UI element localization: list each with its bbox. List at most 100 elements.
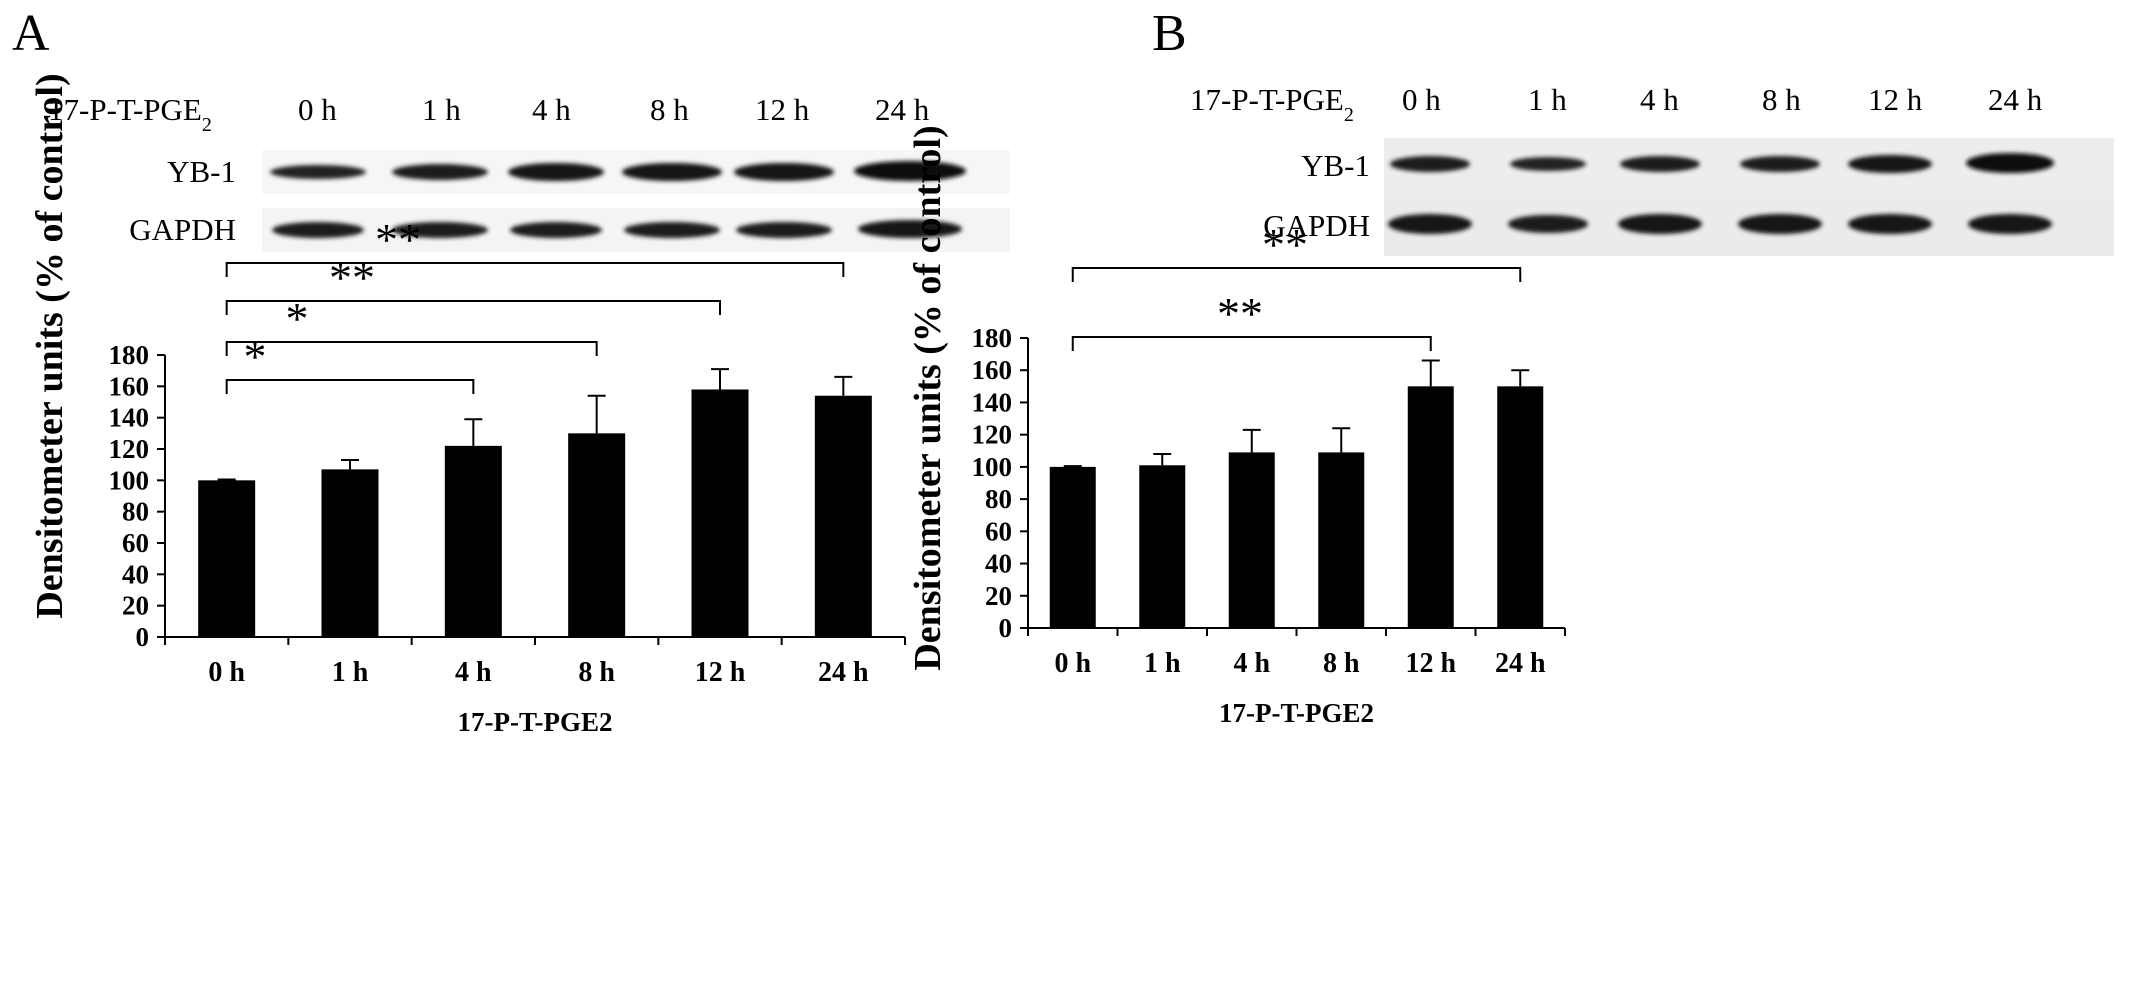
chart-a-y-tick-label-6: 120 (109, 434, 150, 464)
chart-b-bar-3 (1318, 452, 1365, 628)
panel-letter-b: B (1152, 5, 1187, 62)
chart-a-bar-4 (691, 389, 749, 637)
chart-a-category-label-0: 0 h (208, 657, 245, 688)
chart-b-category-label-4: 12 h (1405, 648, 1456, 679)
blot-a-gapdh-band-2 (510, 222, 602, 238)
blot-a-bands (270, 161, 966, 238)
chart-b-category-label-3: 8 h (1323, 648, 1360, 679)
blot-b-time-4: 12 h (1868, 82, 1923, 117)
chart-a-y-tick-label-3: 60 (122, 528, 149, 558)
chart-a-y-tick-label-2: 40 (122, 559, 149, 589)
chart-b-y-tick-label-1: 20 (985, 581, 1012, 611)
blot-a-yb1-band-3 (622, 163, 722, 181)
chart-a-bar-0 (198, 480, 256, 637)
chart-b-significance-label-0: ** (1217, 288, 1263, 339)
blot-b-yb1-band-1 (1510, 157, 1586, 171)
blot-b-time-2: 4 h (1640, 82, 1679, 117)
chart-a-category-label-4: 12 h (695, 657, 746, 688)
chart-a-x-axis-label: 17-P-T-PGE2 (458, 707, 613, 737)
chart-a-y-tick-label-1: 20 (122, 591, 149, 621)
chart-b-y-tick-label-7: 140 (972, 387, 1013, 417)
blot-b-bands (1388, 153, 2054, 234)
chart-a-significance-bracket-1 (225, 341, 598, 356)
blot-b-yb1-band-4 (1848, 155, 1932, 173)
blot-b-yb1-band-0 (1390, 156, 1470, 172)
blot-a-gapdh-band-5 (858, 220, 962, 238)
blot-b-gapdh-band-4 (1848, 214, 1932, 234)
blot-a-row-yb1: YB-1 (167, 154, 236, 189)
chart-a-y-tick-label-0: 0 (136, 622, 150, 652)
chart-a-y-tick-label-8: 160 (109, 371, 150, 401)
chart-a-significance-bracket-3 (225, 262, 845, 277)
chart-a-significance-label-3: ** (375, 214, 421, 265)
blot-a-gapdh-band-4 (736, 222, 832, 238)
blot-a-yb1-band-4 (734, 163, 834, 181)
chart-b-bar-5 (1497, 386, 1544, 628)
panel-a: A 17-P-T-PGE2 0 h 1 h 4 h 8 h 12 h 24 h … (12, 5, 1010, 737)
chart-b-y-tick-label-9: 180 (972, 323, 1013, 353)
chart-a-category-label-1: 1 h (332, 657, 369, 688)
chart-b-category-label-1: 1 h (1144, 648, 1181, 679)
blot-b-gapdh-band-1 (1508, 215, 1588, 233)
blot-a: 17-P-T-PGE2 0 h 1 h 4 h 8 h 12 h 24 h YB… (48, 92, 1010, 252)
blot-b: 17-P-T-PGE2 0 h 1 h 4 h 8 h 12 h 24 h YB… (1190, 82, 2114, 256)
blot-a-time-4: 12 h (755, 92, 810, 127)
chart-a-significance-label-2: ** (329, 252, 375, 303)
chart-b-significance-bracket-0 (1071, 336, 1432, 351)
chart-b-significance-label-1: ** (1262, 219, 1308, 270)
chart-a-bar-5 (814, 395, 872, 637)
chart-a-category-label-2: 4 h (455, 657, 492, 688)
blot-a-gapdh-band-3 (624, 222, 720, 238)
blot-b-yb1-band-2 (1620, 156, 1700, 172)
chart-b-y-tick-label-5: 100 (972, 452, 1013, 482)
chart-b-y-tick-label-6: 120 (972, 420, 1013, 450)
chart-a-y-axis-label: Densitometer units (% of control) (29, 73, 71, 618)
chart-b-y-tick-label-3: 60 (985, 516, 1012, 546)
blot-a-gapdh-band-1 (392, 222, 488, 238)
blot-a-yb1-band-1 (392, 164, 488, 180)
panel-b: B 17-P-T-PGE2 0 h 1 h 4 h 8 h 12 h 24 h … (907, 5, 2114, 728)
blot-b-time-1: 1 h (1528, 82, 1567, 117)
blot-b-gapdh-band-2 (1618, 214, 1702, 234)
chart-b-category-label-2: 4 h (1233, 648, 1270, 679)
blot-a-gapdh-band-0 (272, 222, 364, 238)
blot-b-row-yb1: YB-1 (1301, 148, 1370, 183)
blot-b-gapdh-band-5 (1968, 214, 2052, 234)
panel-letter-a: A (12, 5, 50, 62)
blot-b-yb1-band-5 (1966, 153, 2054, 173)
blot-b-time-0: 0 h (1402, 82, 1441, 117)
chart-b-y-tick-label-8: 160 (972, 355, 1013, 385)
blot-a-time-3: 8 h (650, 92, 689, 127)
chart-a-category-label-3: 8 h (578, 657, 615, 688)
chart-a-significance-label-0: * (244, 331, 267, 382)
blot-a-time-5: 24 h (875, 92, 930, 127)
blot-b-yb1-band-3 (1740, 156, 1820, 172)
chart-a-bar-2 (444, 445, 502, 637)
blot-b-gapdh-band-3 (1738, 214, 1822, 234)
blot-b-row-gapdh: GAPDH (1263, 208, 1370, 243)
blot-a-time-1: 1 h (422, 92, 461, 127)
chart-b-significance-bracket-1 (1071, 267, 1522, 282)
chart-a-category-label-5: 24 h (818, 657, 869, 688)
blot-a-time-0: 0 h (298, 92, 337, 127)
blot-a-treatment: 17-P-T-PGE2 (48, 92, 212, 136)
blot-b-time-5: 24 h (1988, 82, 2043, 117)
chart-a-y-tick-label-7: 140 (109, 403, 150, 433)
blot-a-yb1-band-5 (854, 161, 966, 181)
chart-b-x-axis-label: 17-P-T-PGE2 (1219, 698, 1374, 728)
chart-b-y-tick-label-2: 40 (985, 549, 1012, 579)
chart-b-bar-2 (1228, 452, 1275, 628)
chart-b-bar-4 (1407, 386, 1454, 628)
chart-b-category-label-5: 24 h (1495, 648, 1546, 679)
chart-a-significance-label-1: * (286, 293, 309, 344)
chart-a-significance-bracket-2 (225, 300, 721, 315)
blot-b-treatment: 17-P-T-PGE2 (1190, 82, 1354, 126)
blot-b-gapdh-band-0 (1388, 214, 1472, 234)
chart-a-y-tick-label-4: 80 (122, 497, 149, 527)
chart-a-significance-bracket-0 (225, 379, 475, 394)
chart-b-y-axis-label: Densitometer units (% of control) (907, 125, 949, 670)
